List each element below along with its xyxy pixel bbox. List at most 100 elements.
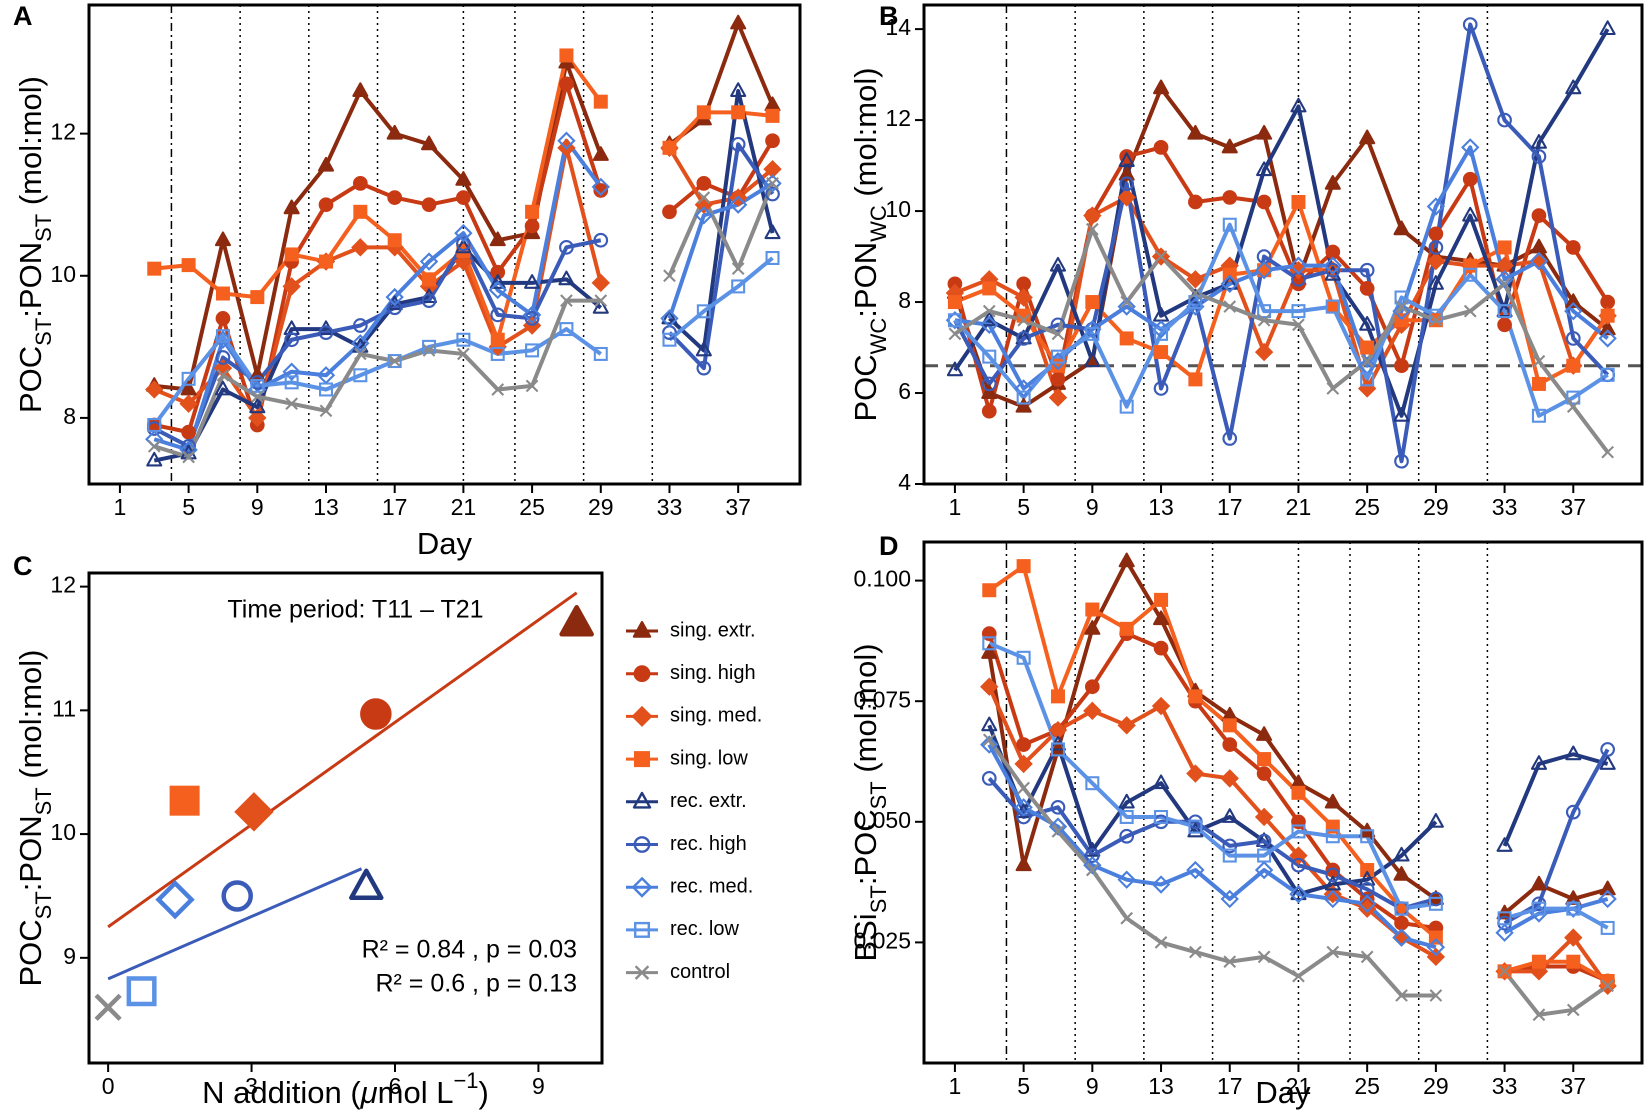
marker [1496, 302, 1513, 318]
marker [662, 204, 677, 220]
marker [455, 171, 472, 186]
y-axis-label: BSiST:POCST (mol:mol) [848, 643, 891, 961]
marker [1360, 950, 1374, 964]
marker [662, 332, 677, 347]
x-tick-label: 21 [1286, 1073, 1312, 1099]
x-axis-label-part: −1 [453, 1068, 478, 1093]
marker [1530, 134, 1547, 149]
y-tick-label: 12 [50, 119, 76, 145]
marker [765, 186, 780, 202]
y-tick-label: 12 [885, 105, 911, 131]
marker [420, 135, 438, 151]
marker [592, 299, 609, 314]
y-tick-label: 10 [50, 261, 76, 287]
marker [982, 349, 997, 364]
x-tick-label: 9 [1086, 1073, 1099, 1099]
y-axis-label-part: WC [866, 205, 891, 242]
y-tick-label: 11 [52, 695, 76, 721]
marker [282, 362, 301, 381]
y-axis-label-part: ST [31, 214, 56, 242]
marker [1291, 304, 1306, 319]
marker [1186, 270, 1205, 289]
x-tick-label: 9 [251, 494, 264, 520]
y-axis-label-part: (mol:mol) [13, 76, 48, 214]
marker [1564, 301, 1583, 321]
y-tick-label: 0.050 [853, 807, 911, 833]
marker [1495, 923, 1514, 942]
x-tick-label: 21 [1286, 494, 1312, 520]
marker [1395, 989, 1408, 1002]
legend-label: sing. low [670, 747, 748, 769]
marker [1601, 979, 1614, 993]
marker [221, 880, 253, 912]
series-line [987, 738, 1609, 1017]
marker [1566, 358, 1581, 373]
marker [1360, 829, 1375, 844]
marker [1050, 742, 1065, 757]
marker [250, 290, 265, 305]
marker [1360, 372, 1375, 387]
marker [1188, 194, 1203, 210]
marker [1257, 304, 1272, 319]
marker [1393, 407, 1410, 422]
marker [1050, 349, 1065, 364]
y-axis-label-part: :PON [13, 815, 48, 891]
marker [1084, 352, 1101, 368]
marker [181, 258, 196, 273]
marker [457, 347, 470, 361]
x-tick-label: 17 [382, 494, 408, 520]
marker [1014, 798, 1033, 817]
series-line [153, 182, 775, 459]
marker [1392, 928, 1411, 947]
y-axis-label-part: ST [31, 318, 56, 346]
marker [632, 621, 652, 638]
x-tick-label: 0 [102, 1073, 115, 1099]
marker [1223, 300, 1237, 313]
marker [1360, 863, 1375, 878]
x-axis-label-part: N addition ( [202, 1075, 361, 1110]
marker [387, 190, 403, 205]
marker [1152, 79, 1170, 95]
marker [1085, 602, 1100, 617]
marker [697, 191, 711, 204]
marker [730, 136, 746, 152]
x-tick-label: 6 [389, 1073, 402, 1099]
y-tick-label: 9 [63, 943, 76, 969]
marker [1014, 379, 1033, 398]
marker [1016, 650, 1031, 665]
y-axis-label-part: ST [31, 787, 56, 815]
marker [593, 183, 609, 198]
marker [1051, 825, 1065, 838]
panel-label: B [879, 1, 899, 31]
marker [1051, 327, 1065, 341]
marker [1014, 754, 1033, 774]
marker [731, 279, 746, 294]
marker [591, 273, 610, 293]
y-axis-label-part: POC [13, 919, 48, 986]
marker [1495, 270, 1514, 289]
marker [282, 277, 301, 296]
marker [1530, 875, 1547, 891]
y-tick-label: 0.100 [853, 566, 911, 592]
marker [1393, 220, 1410, 236]
legend-label: control [670, 961, 730, 983]
y-tick-label: 10 [885, 196, 911, 222]
marker [1222, 737, 1238, 752]
marker [1530, 238, 1547, 254]
marker [1461, 138, 1480, 157]
marker [456, 332, 471, 347]
x-tick-label: 9 [532, 1073, 545, 1099]
marker [422, 272, 437, 287]
marker [1566, 954, 1581, 969]
y-axis-label-part: WC [866, 318, 891, 355]
marker [1221, 808, 1238, 823]
marker [147, 418, 162, 433]
marker [454, 223, 473, 243]
marker [1256, 194, 1272, 210]
marker [1600, 920, 1615, 935]
x-tick-label: 1 [114, 494, 127, 520]
marker [730, 14, 747, 30]
marker [147, 439, 161, 453]
marker [525, 343, 540, 358]
marker [94, 993, 122, 1021]
